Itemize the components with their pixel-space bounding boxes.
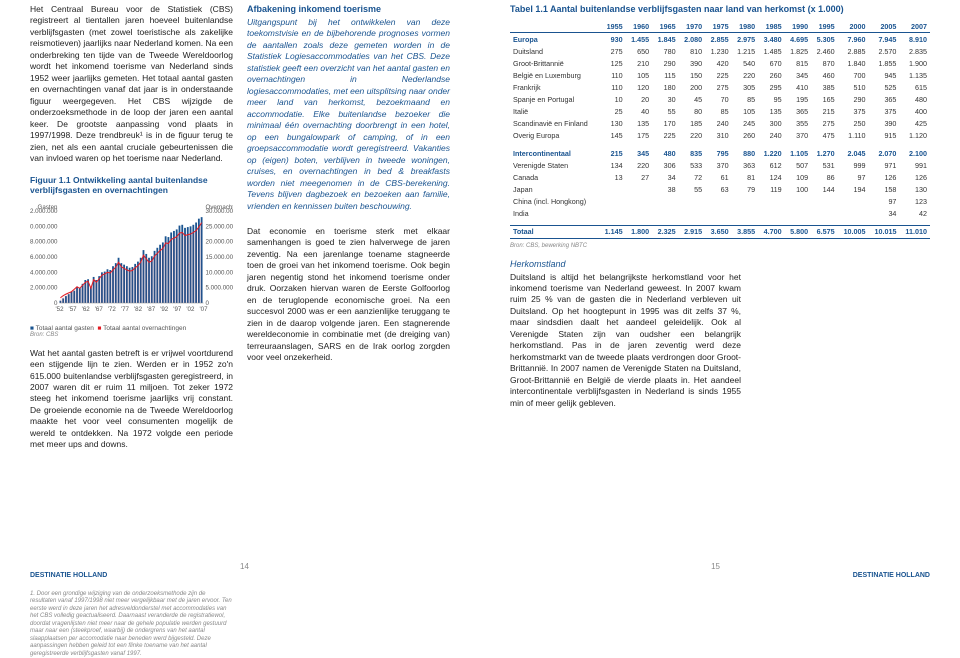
svg-text:'67: '67 (95, 306, 104, 313)
svg-text:'82: '82 (134, 306, 143, 313)
body-text-1: Het Centraal Bureau voor de Statistiek (… (30, 4, 233, 165)
svg-text:20.000.000: 20.000.000 (206, 238, 234, 245)
svg-text:'57: '57 (69, 306, 78, 313)
page-number-right: 15 (711, 562, 720, 571)
svg-text:15.000.000: 15.000.000 (206, 254, 234, 261)
footnote: 1. Door een grondige wijziging van de on… (30, 591, 233, 658)
svg-text:8.000.000: 8.000.000 (30, 238, 58, 245)
herkomst-title: Herkomstland (510, 259, 741, 269)
svg-text:'92: '92 (160, 306, 169, 313)
svg-text:4.000.000: 4.000.000 (30, 269, 58, 276)
brand-logo: DESTINATIE HOLLAND (853, 572, 930, 579)
svg-text:2.000.000: 2.000.000 (30, 284, 58, 291)
svg-text:'77: '77 (121, 306, 130, 313)
brand-logo: DESTINATIE HOLLAND (30, 572, 107, 579)
table-title: Tabel 1.1 Aantal buitenlandse verblijfsg… (510, 4, 930, 14)
table-source: Bron: CBS, bewerking NBTC (510, 243, 930, 249)
chart-source: Bron: CBS (30, 332, 233, 338)
chart: 02.000.0004.000.0006.000.0008.000.00010.… (30, 201, 233, 338)
body-text-2: Wat het aantal gasten betreft is er vrij… (30, 348, 233, 451)
section-title: Afbakening inkomend toerisme (247, 4, 450, 14)
italic-block: Uitgangspunt bij het ontwikkelen van dez… (247, 17, 450, 212)
page-number-left: 14 (240, 562, 249, 571)
figure-title: Figuur 1.1 Ontwikkeling aantal buitenlan… (30, 175, 233, 195)
svg-text:5.000.000: 5.000.000 (206, 284, 234, 291)
svg-text:'02: '02 (186, 306, 195, 313)
svg-text:'72: '72 (108, 306, 117, 313)
svg-text:Overnachtingen: Overnachtingen (206, 204, 234, 211)
svg-text:'62: '62 (82, 306, 91, 313)
svg-text:10.000.000: 10.000.000 (206, 269, 234, 276)
body-text-3: Dat economie en toerisme sterk met elkaa… (247, 226, 450, 364)
data-table: 1955196019651970197519801985199019952000… (510, 20, 930, 239)
svg-text:'97: '97 (173, 306, 182, 313)
herkomst-body: Duitsland is altijd het belangrijkste he… (510, 272, 741, 410)
svg-text:'87: '87 (147, 306, 156, 313)
svg-text:'07: '07 (199, 306, 208, 313)
svg-text:Gasten: Gasten (38, 204, 59, 211)
svg-text:6.000.000: 6.000.000 (30, 254, 58, 261)
svg-text:'52: '52 (55, 306, 64, 313)
svg-text:25.000.000: 25.000.000 (206, 223, 234, 230)
legend-b: Totaal aantal overnachtingen (103, 325, 186, 332)
legend-a: Totaal aantal gasten (36, 325, 94, 332)
svg-text:10.000.000: 10.000.000 (30, 223, 58, 230)
